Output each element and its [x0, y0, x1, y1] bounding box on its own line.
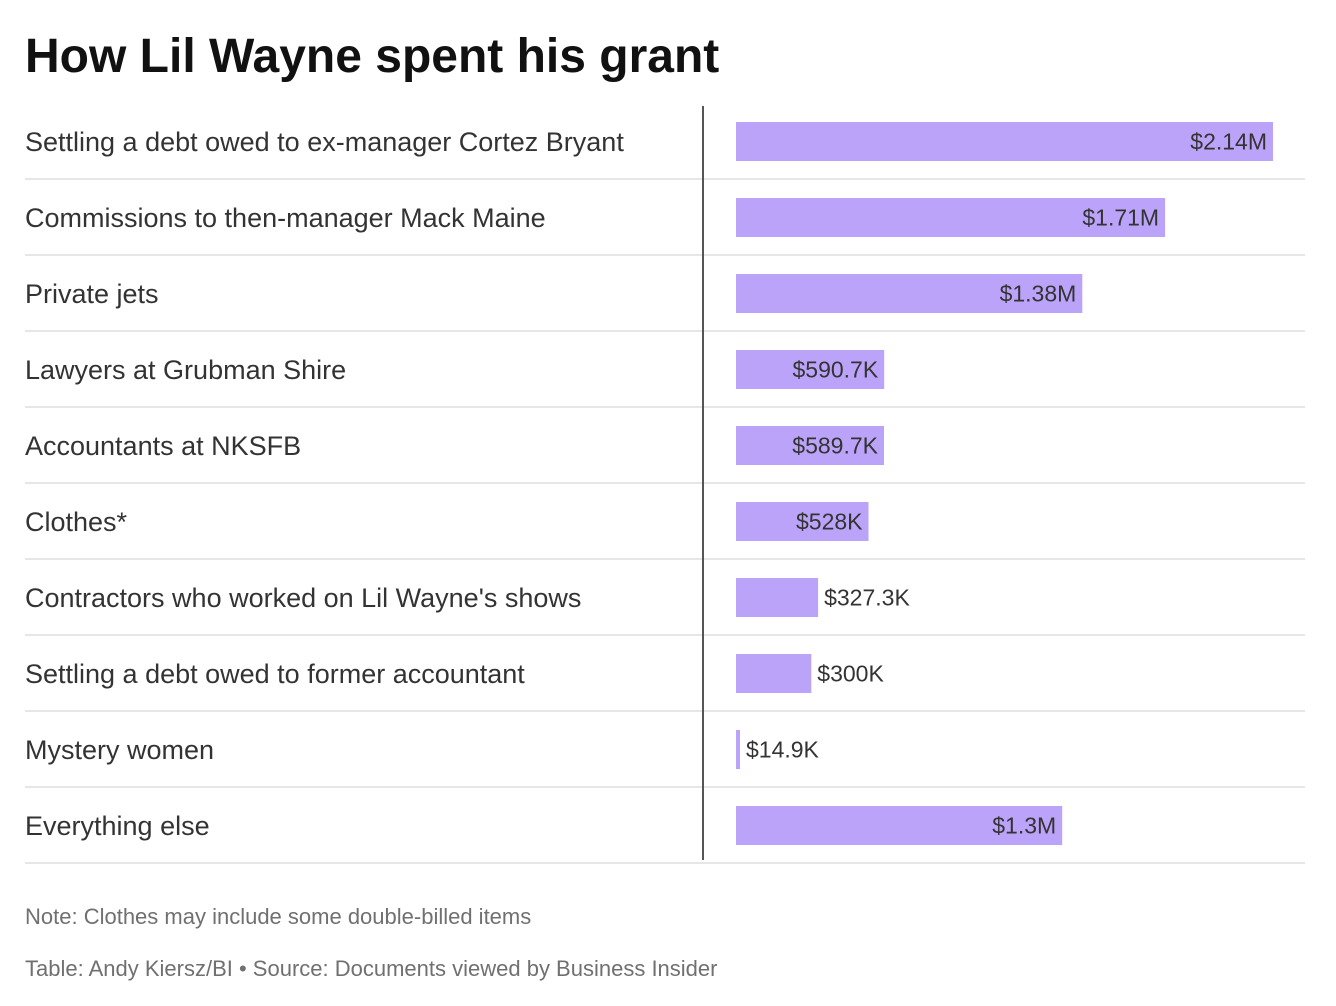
table-row: Mystery women $14.9K	[25, 712, 1305, 788]
chart-title: How Lil Wayne spent his grant	[25, 30, 720, 83]
value-label: $589.7K	[792, 433, 878, 459]
table-row: Everything else $1.3M	[25, 788, 1305, 864]
source-credit: Table: Andy Kiersz/BI • Source: Document…	[25, 956, 718, 981]
value-label: $2.14M	[1190, 129, 1267, 155]
table-row: Accountants at NKSFB $589.7K	[25, 408, 1305, 484]
bar	[736, 274, 1083, 313]
value-label: $528K	[796, 509, 863, 535]
bar	[736, 654, 812, 693]
category-label: Private jets	[25, 279, 159, 309]
category-label: Clothes*	[25, 507, 128, 537]
table-row: Settling a debt owed to former accountan…	[25, 636, 1305, 712]
table-row: Commissions to then-manager Mack Maine $…	[25, 180, 1305, 256]
value-label: $1.38M	[1000, 281, 1077, 307]
bar-cell: $1.38M	[736, 274, 1083, 313]
table-row: Contractors who worked on Lil Wayne's sh…	[25, 560, 1305, 636]
bar	[736, 426, 884, 465]
value-label: $590.7K	[792, 357, 878, 383]
category-label: Lawyers at Grubman Shire	[25, 355, 347, 385]
bar-cell: $327.3K	[736, 578, 910, 617]
value-label: $1.71M	[1082, 205, 1159, 231]
value-label: $1.3M	[992, 813, 1056, 839]
category-label: Settling a debt owed to ex-manager Corte…	[25, 127, 624, 157]
table-row: Lawyers at Grubman Shire $590.7K	[25, 332, 1305, 408]
value-label: $327.3K	[824, 585, 910, 611]
category-label: Settling a debt owed to former accountan…	[25, 659, 525, 689]
category-label: Commissions to then-manager Mack Maine	[25, 203, 546, 233]
table-row: Private jets $1.38M	[25, 256, 1305, 332]
bar	[736, 578, 819, 617]
footnote: Note: Clothes may include some double-bi…	[25, 904, 532, 929]
bar	[736, 502, 869, 541]
bar-cell: $300K	[736, 654, 884, 693]
category-label: Everything else	[25, 811, 210, 841]
bar	[736, 198, 1166, 237]
bar-cell: $528K	[736, 502, 869, 541]
bar-cell: $14.9K	[736, 730, 820, 769]
category-label: Accountants at NKSFB	[25, 431, 302, 461]
bar-cell: $589.7K	[736, 426, 884, 465]
column-divider	[702, 106, 704, 860]
bar-cell: $2.14M	[736, 122, 1273, 161]
bar-cell: $1.71M	[736, 198, 1166, 237]
value-label: $14.9K	[746, 737, 820, 763]
bar-table: Settling a debt owed to ex-manager Corte…	[25, 104, 1305, 864]
bar	[736, 122, 1273, 161]
bar	[736, 350, 885, 389]
table-row: Clothes* $528K	[25, 484, 1305, 560]
table-row: Settling a debt owed to ex-manager Corte…	[25, 104, 1305, 180]
value-label: $300K	[817, 661, 884, 687]
bar-cell: $590.7K	[736, 350, 885, 389]
bar	[736, 806, 1063, 845]
bar	[736, 730, 740, 769]
category-label: Mystery women	[25, 735, 215, 765]
bar-cell: $1.3M	[736, 806, 1063, 845]
category-label: Contractors who worked on Lil Wayne's sh…	[25, 583, 582, 613]
